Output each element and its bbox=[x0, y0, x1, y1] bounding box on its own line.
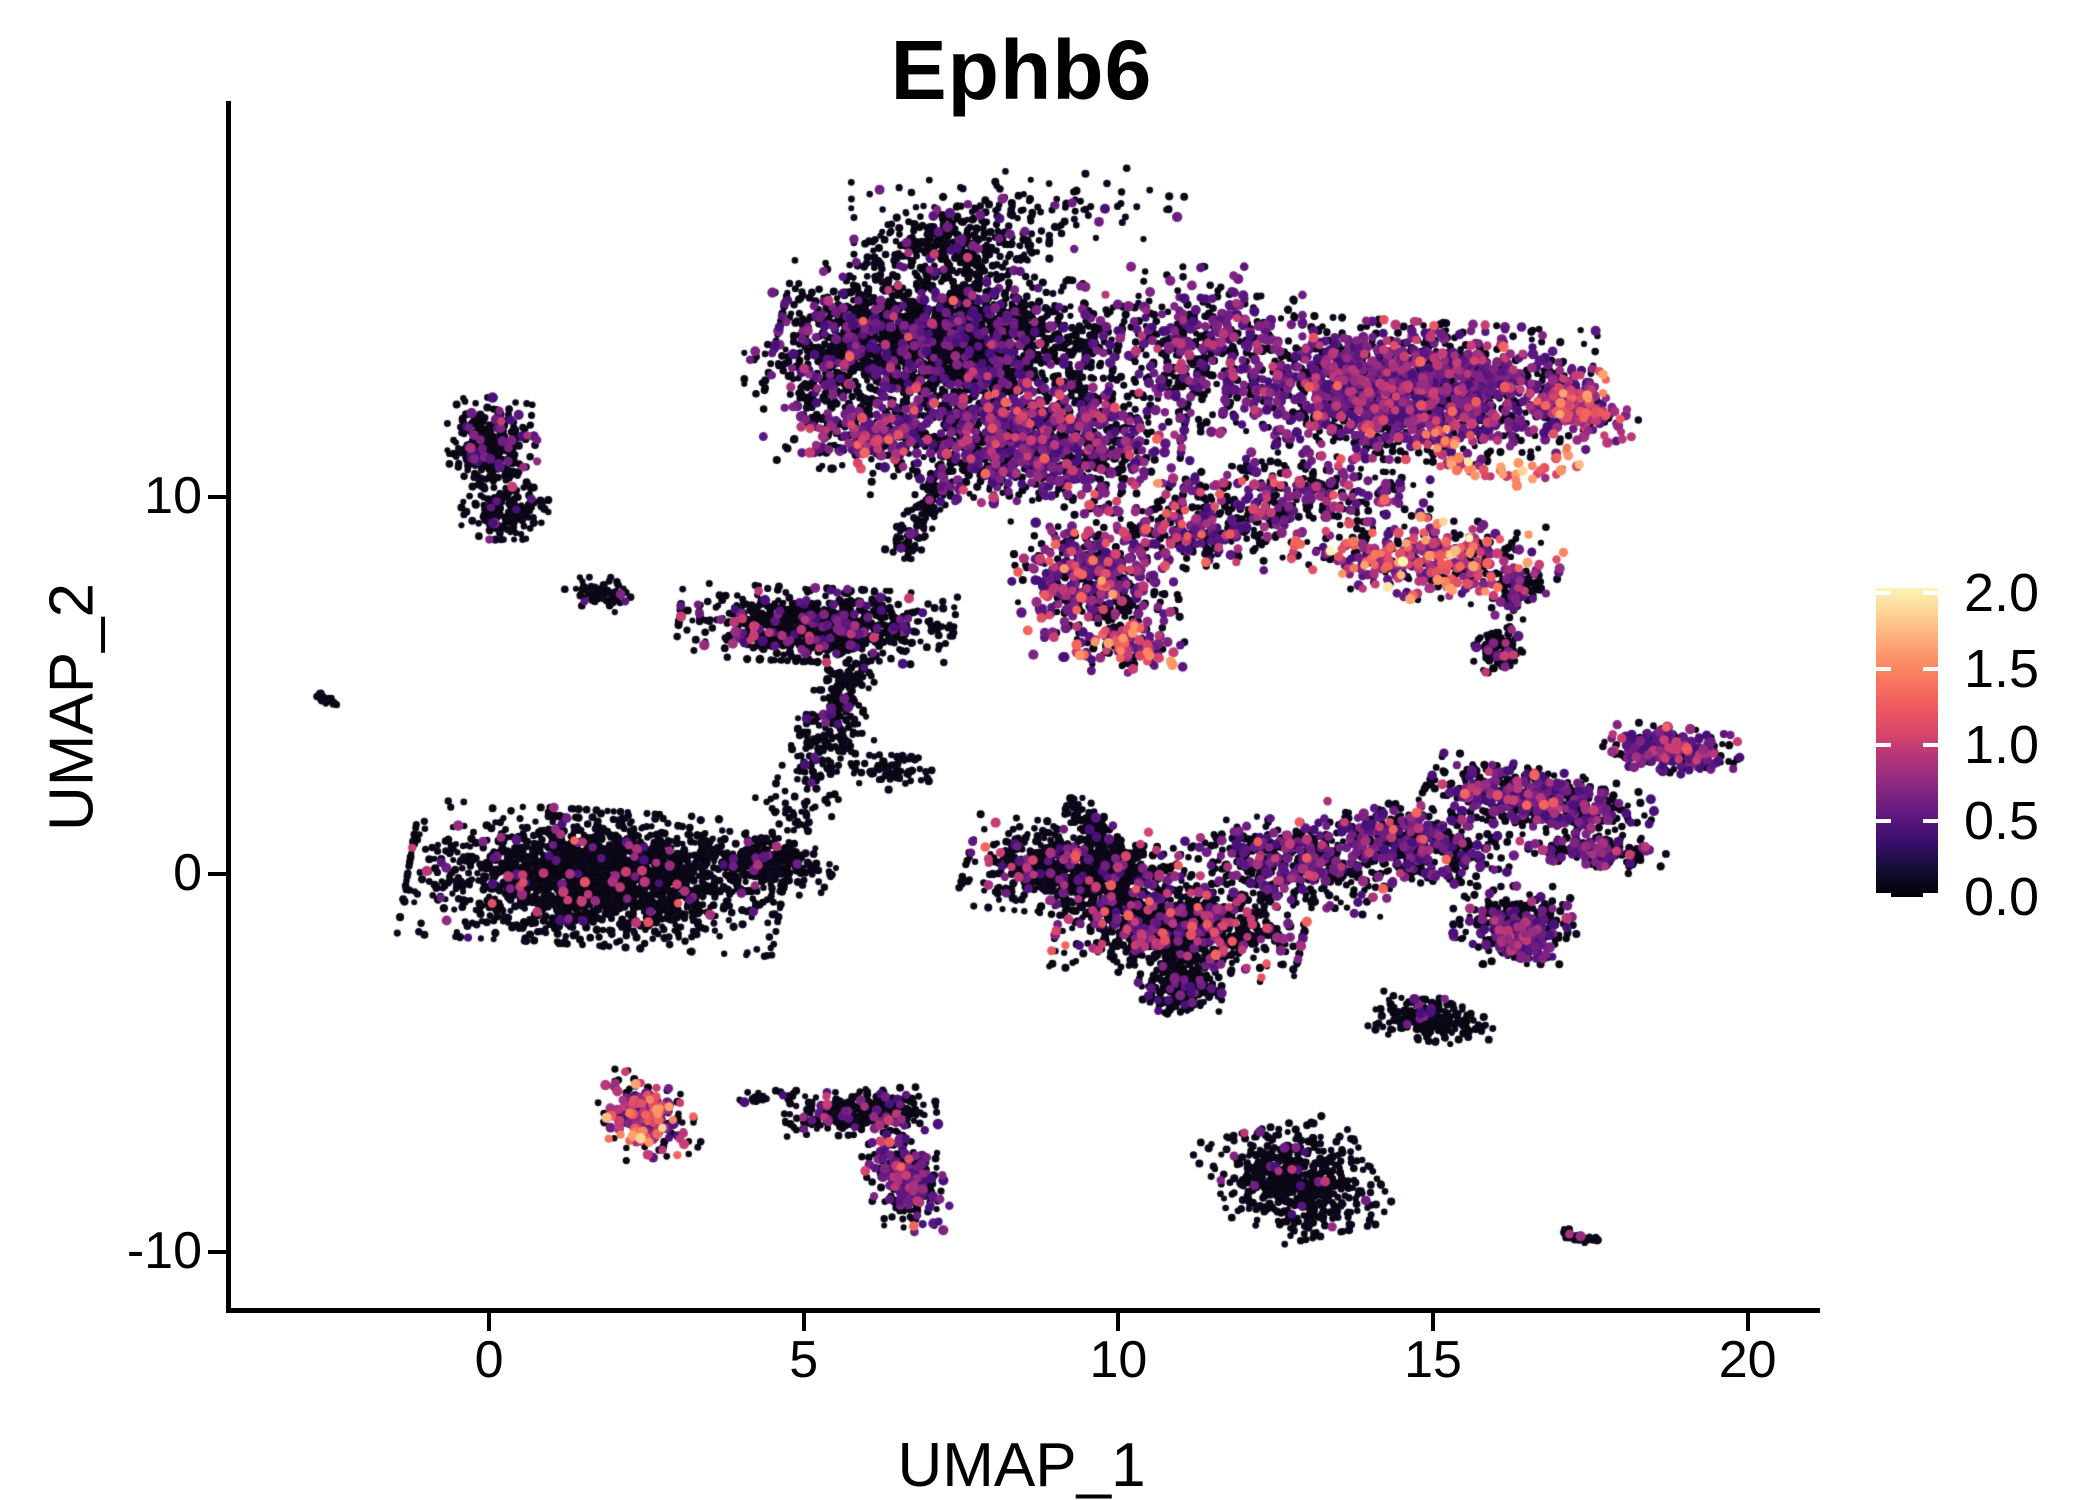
y-tick-label: 0 bbox=[173, 844, 202, 903]
x-tick-label: 5 bbox=[789, 1331, 819, 1389]
x-tick-label: 0 bbox=[474, 1331, 504, 1389]
colorbar-tick-mark bbox=[1923, 818, 1938, 823]
y-tick-mark bbox=[208, 872, 226, 877]
colorbar-tick-mark bbox=[1876, 666, 1891, 671]
y-tick-mark bbox=[208, 1249, 226, 1254]
colorbar-tick-mark bbox=[1923, 742, 1938, 747]
y-tick-label: 10 bbox=[144, 466, 202, 525]
x-axis-title: UMAP_1 bbox=[897, 1431, 1146, 1500]
y-axis-title: UMAP_2 bbox=[37, 582, 107, 832]
colorbar-tick-label: 0.0 bbox=[1964, 867, 2040, 927]
expression-colorbar bbox=[1876, 588, 1938, 897]
colorbar-tick-mark bbox=[1876, 742, 1891, 747]
y-axis-line bbox=[226, 101, 231, 1313]
x-tick-mark bbox=[1116, 1313, 1121, 1331]
colorbar-tick-mark bbox=[1923, 666, 1938, 671]
x-tick-mark bbox=[1745, 1313, 1750, 1331]
colorbar-tick-mark bbox=[1923, 590, 1938, 595]
colorbar-tick-mark bbox=[1876, 893, 1891, 897]
plot-title: Ephb6 bbox=[890, 23, 1153, 117]
colorbar-tick-label: 1.5 bbox=[1964, 638, 2040, 699]
colorbar-tick-label: 1.0 bbox=[1964, 714, 2040, 775]
colorbar-tick-label: 2.0 bbox=[1964, 562, 2040, 623]
x-tick-label: 15 bbox=[1404, 1331, 1462, 1389]
x-tick-label: 10 bbox=[1089, 1331, 1148, 1389]
x-tick-mark bbox=[487, 1313, 492, 1331]
colorbar-tick-mark bbox=[1923, 893, 1938, 897]
colorbar-tick-mark bbox=[1876, 590, 1891, 595]
y-tick-label: -10 bbox=[126, 1221, 202, 1280]
y-tick-mark bbox=[208, 494, 226, 499]
x-tick-mark bbox=[1431, 1313, 1436, 1331]
x-tick-label: 20 bbox=[1718, 1331, 1777, 1389]
colorbar-tick-label: 0.5 bbox=[1964, 790, 2040, 851]
x-tick-mark bbox=[801, 1313, 806, 1331]
x-axis-line bbox=[226, 1308, 1820, 1313]
colorbar-tick-mark bbox=[1876, 818, 1891, 823]
